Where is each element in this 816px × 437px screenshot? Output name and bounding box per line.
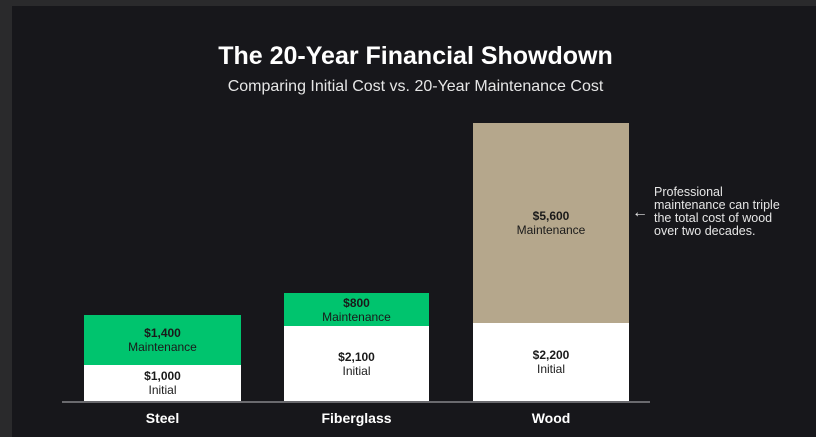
bar-initial-steel: $1,000 Initial xyxy=(84,365,241,401)
series-label: Maintenance xyxy=(322,309,391,324)
x-axis-baseline xyxy=(62,401,650,403)
value-label: $2,100 xyxy=(338,349,375,364)
series-label: Maintenance xyxy=(516,222,586,237)
value-label: $1,000 xyxy=(144,369,181,383)
value-label: $2,200 xyxy=(532,347,570,362)
series-label: Initial xyxy=(536,361,565,376)
bar-maintenance-fiberglass: $800 Maintenance xyxy=(284,293,429,327)
series-label: Initial xyxy=(342,363,371,378)
arrow-left-icon: ← xyxy=(632,203,648,221)
bar-initial-fiberglass: $2,100 Initial xyxy=(284,326,429,401)
bar-initial-wood: $2,200 Initial xyxy=(473,322,629,401)
value-label: $1,400 xyxy=(144,326,181,341)
chart-title: The 20-Year Financial Showdown xyxy=(218,42,613,70)
value-label: $800 xyxy=(343,295,370,310)
chart-subtitle: Comparing Initial Cost vs. 20-Year Maint… xyxy=(227,78,604,95)
series-label: Initial xyxy=(148,383,177,397)
x-tick-label: Wood xyxy=(531,410,571,426)
bar-maintenance-steel: $1,400 Maintenance xyxy=(84,315,241,365)
bar-maintenance-wood: $5,600 Maintenance xyxy=(473,123,629,323)
annotation-text: Professional maintenance can triple the … xyxy=(654,185,780,238)
x-tick-label: Steel xyxy=(145,410,180,426)
value-label: $5,600 xyxy=(532,208,570,223)
x-tick-label: Fiberglass xyxy=(321,410,392,426)
annotation: ← Professional maintenance can triple th… xyxy=(632,186,790,238)
series-label: Maintenance xyxy=(128,340,197,355)
